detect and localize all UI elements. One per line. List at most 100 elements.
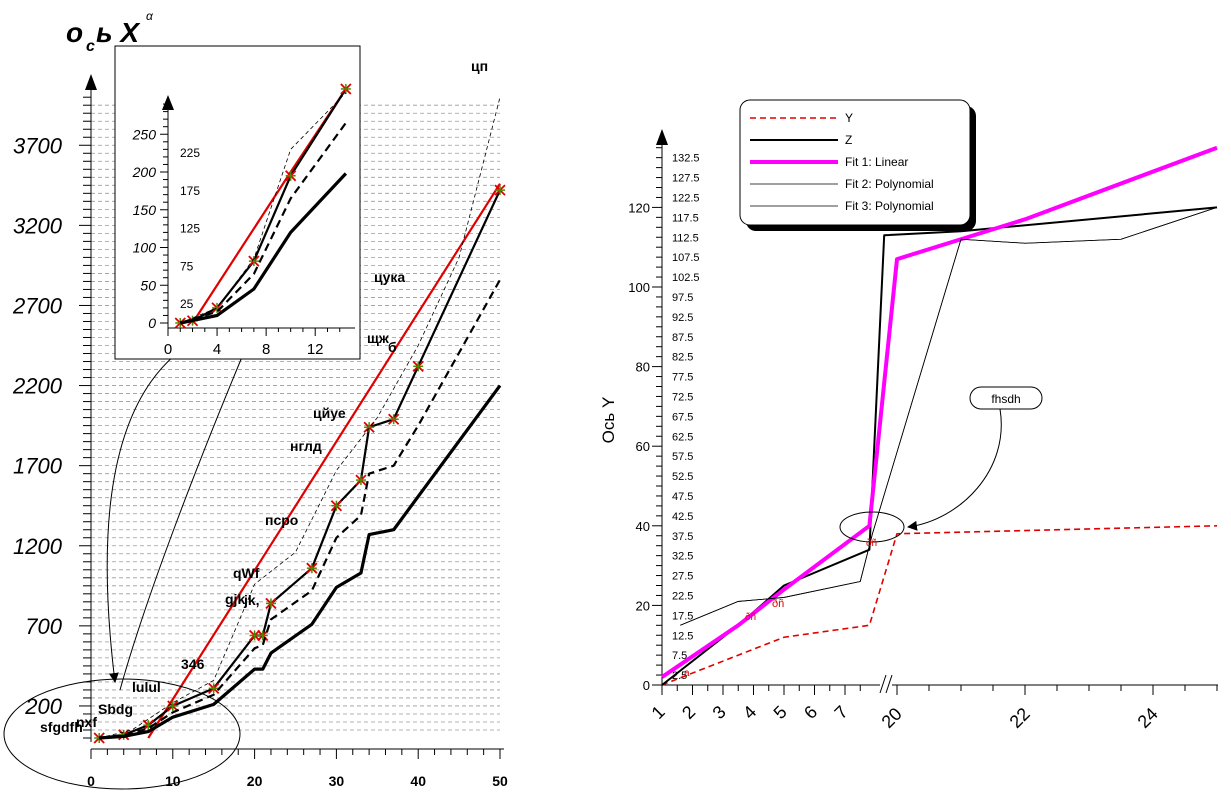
right-x-tick-label: 7 [831,702,852,723]
right-x-tick-label: 20 [878,704,906,732]
right-y-minor-label: 67.5 [672,411,693,423]
y-tick-label: 3700 [13,133,63,158]
inset-series-line-2 [179,122,347,325]
annot-gjk: gjk [225,591,245,607]
right-chart: 0204060801001202.57.512.517.522.527.532.… [599,99,1218,732]
annot-psro: псро [265,512,298,528]
title-sub: с [86,38,95,55]
annot-sfgdfh: sfgdfh [40,719,83,735]
inset-x-tick-label: 12 [307,341,324,358]
zoom-connector-right [119,356,243,691]
right-series-3 [680,207,1218,626]
inset-series [174,83,352,329]
right-y-tick-label: 40 [636,519,650,534]
zoom-connector-left [106,354,176,683]
right-y-minor-label: 77.5 [672,372,693,384]
right-y-minor-label: 122.5 [672,192,700,204]
inset-y-tick-label-right: 25 [180,297,194,311]
left-annotations: цп цука щж б цйуе нглд псро qWf gjk jk, … [40,58,488,735]
right-y-minor-label: 87.5 [672,332,693,344]
right-series-4 [680,207,1218,626]
inset-y-tick-label: 100 [133,240,157,256]
inset-chart: 0 50 100 150 200 250 25 75 125 175 225 0 4 8 12 [114,45,361,360]
inset-y-tick-label: 250 [132,126,157,142]
y-tick-label: 1200 [13,534,63,559]
left-y-axis: 200 700 1200 1700 2200 2700 3200 3700 [12,74,97,742]
annot-cuka: цука [374,269,405,285]
series-line-4 [99,97,501,739]
series-line-0 [147,183,501,739]
annot-rn-2: ðñ [866,537,877,549]
annot-sbdg: Sbdg [98,701,133,717]
right-x-tick-label: 24 [1134,704,1162,732]
annot-rn-3: ðñ [745,611,756,623]
inset-y-tick-label: 150 [133,202,157,218]
y-tick-label: 200 [24,694,62,719]
right-annotations: fhsdh ðñ ðñ ðñ a [684,386,1043,679]
inset-x-tick-label: 0 [164,341,172,358]
inset-series-line-3 [179,172,348,325]
y-tick-label: 700 [25,614,62,639]
title-sup: α [146,9,154,23]
right-legend: YZ Fit 1: Linear Fit 2: Polynomial Fit 3: P… [739,99,976,231]
legend-label: Fit 1: Linear [845,155,908,169]
right-y-minor-label: 47.5 [672,491,693,503]
inset-y-arrow [162,95,174,110]
right-y-minor-label: 112.5 [672,232,699,244]
legend-label: Fit 3: Polynomial [845,199,934,213]
annot-346: 346 [181,656,205,672]
inset-y-tick-label-right: 225 [180,146,200,160]
right-series [660,145,1218,686]
left-x-axis: 0 10 20 30 40 50 [87,748,508,789]
inset-x-tick-label: 8 [262,341,270,358]
legend-box [739,99,971,226]
annot-ngld: нглд [290,438,322,454]
right-x-tick-label: 6 [800,702,821,723]
right-y-minor-label: 97.5 [672,292,693,304]
annot-qwf: qWf [233,565,260,581]
right-y-minor-label: 57.5 [672,451,693,463]
right-y-tick-label: 120 [628,200,650,215]
inset-y-tick-label: 50 [140,277,156,293]
right-y-minor-label: 82.5 [672,352,693,364]
annot-rn-1: ðñ [772,598,784,610]
series-line-3 [99,384,502,740]
x-tick-label: 0 [87,773,95,789]
right-x-tick-label: 3 [709,702,730,723]
right-y-minor-label: 117.5 [672,212,699,224]
right-y-tick-label: 60 [636,439,650,454]
right-y-minor-label: 12.5 [672,630,693,642]
right-y-tick-label: 80 [636,360,650,375]
inset-x-tick-label: 4 [213,341,221,358]
right-y-tick-label: 20 [636,598,650,613]
right-x-tick-label: 1 [648,702,669,723]
title-o: о [66,17,83,48]
inset-y-tick-label: 200 [132,164,157,180]
y-axis-arrow [85,74,97,90]
right-y-tick-label: 100 [628,280,650,295]
right-y-title: Ось Y [599,397,618,444]
right-x-tick-label: 22 [1006,704,1034,732]
inset-y-tick-label-right: 125 [180,222,200,236]
callout-label: fhsdh [991,392,1020,406]
right-y-minor-label: 22.5 [672,590,693,602]
inset-series-line-4 [180,92,347,324]
annot-a: a [684,668,690,679]
left-chart-title: о с ь X α [66,9,154,55]
annot-tsyue: цйуе [313,405,346,421]
right-y-tick-label: 0 [643,678,650,693]
y-tick-label: 1700 [13,454,63,479]
callout-arrow [907,408,1002,531]
x-tick-label: 50 [492,773,508,789]
right-y-minor-label: 52.5 [672,471,693,483]
right-y-minor-label: 102.5 [672,272,700,284]
right-y-minor-label: 62.5 [672,431,693,443]
x-tick-label: 30 [329,773,345,789]
highlight-ellipse [839,511,905,543]
left-series [93,97,506,744]
y-tick-label: 2200 [12,374,63,399]
right-series-2 [660,145,1218,679]
legend-label: Y [845,111,853,125]
zoom-region-ellipse [3,678,241,790]
